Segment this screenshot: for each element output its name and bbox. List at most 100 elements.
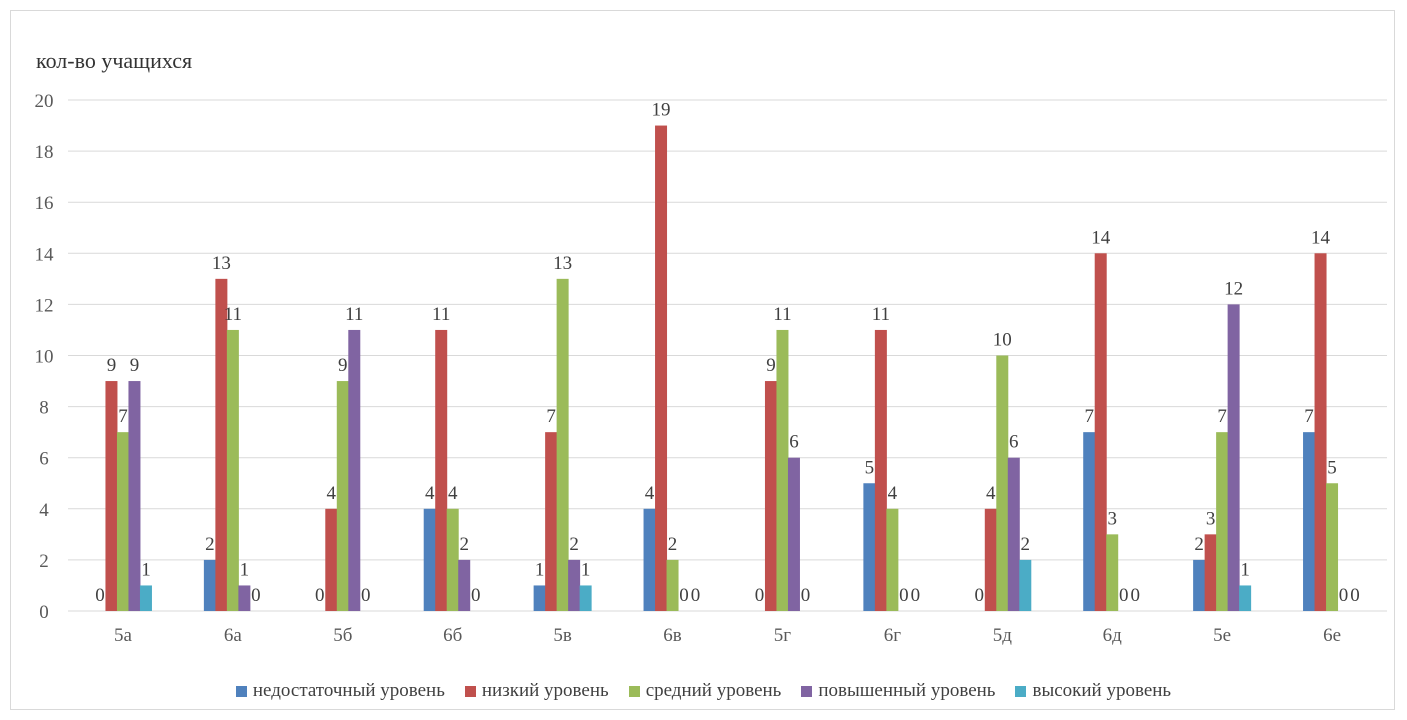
data-label: 2 [569, 534, 579, 555]
bar [139, 585, 152, 611]
legend-label: высокий уровень [1032, 680, 1172, 701]
data-label: 5 [1327, 457, 1337, 478]
bar [1019, 559, 1032, 611]
data-label: 0 [801, 585, 811, 606]
x-tick-label: 6г [884, 625, 902, 646]
x-tick-label: 6а [224, 625, 243, 646]
x-tick-label: 6б [443, 625, 462, 646]
bar [863, 483, 876, 611]
y-tick-label: 6 [39, 449, 49, 470]
bar [348, 329, 361, 611]
bar [435, 329, 448, 611]
bar [1216, 432, 1229, 611]
data-label: 2 [1194, 534, 1204, 555]
data-label: 4 [425, 483, 435, 504]
bar [1204, 534, 1217, 611]
x-tick-label: 5б [333, 625, 352, 646]
legend-item: средний уровень [628, 680, 782, 702]
y-tick-label: 12 [35, 295, 54, 316]
bar [655, 125, 668, 612]
bar [643, 508, 656, 611]
x-tick-label: 6в [663, 625, 682, 646]
y-tick-label: 20 [35, 91, 54, 112]
y-tick-label: 2 [39, 551, 49, 572]
bar [776, 329, 789, 611]
bar [1106, 534, 1119, 611]
bar [238, 585, 251, 611]
bar [1314, 253, 1327, 612]
data-label: 1 [141, 559, 151, 580]
bar [1094, 253, 1107, 612]
data-label: 11 [872, 304, 890, 325]
data-label: 12 [1224, 278, 1243, 299]
bar [556, 278, 569, 611]
data-label: 7 [546, 406, 556, 427]
bar [128, 381, 141, 611]
data-label: 0 [1350, 585, 1360, 606]
bar [215, 278, 228, 611]
data-label: 9 [766, 355, 776, 376]
bar [1007, 457, 1020, 611]
bar [1227, 304, 1240, 611]
data-label: 0 [975, 585, 985, 606]
data-label: 0 [691, 585, 701, 606]
data-label: 2 [205, 534, 215, 555]
y-tick-label: 0 [39, 602, 49, 623]
bar [203, 559, 216, 611]
bar [116, 432, 129, 611]
legend-swatch [628, 685, 640, 697]
legend-swatch [1015, 685, 1027, 697]
bar [874, 329, 887, 611]
legend-label: средний уровень [645, 680, 782, 701]
x-tick-label: 5г [774, 625, 792, 646]
data-label: 3 [1107, 508, 1117, 529]
data-label: 14 [1311, 227, 1331, 248]
legend-swatch [235, 685, 247, 697]
data-label: 7 [1304, 406, 1314, 427]
data-label: 6 [789, 432, 799, 453]
data-label: 0 [1130, 585, 1140, 606]
x-tick-label: 6е [1323, 625, 1341, 646]
data-label: 1 [240, 559, 250, 580]
y-tick-label: 14 [35, 244, 55, 265]
legend-item: повышенный уровень [801, 680, 995, 702]
legend: недостаточный уровень низкий уровень средн… [0, 680, 1407, 703]
data-label: 0 [899, 585, 909, 606]
bar [984, 508, 997, 611]
data-label: 4 [986, 483, 996, 504]
x-tick-label: 5е [1213, 625, 1231, 646]
legend-item: недостаточный уровень [235, 680, 445, 702]
bar [545, 432, 558, 611]
bar [1193, 559, 1206, 611]
x-tick-label: 5в [553, 625, 572, 646]
legend-item: низкий уровень [464, 680, 609, 702]
y-tick-label: 18 [35, 142, 54, 163]
data-label: 2 [1021, 534, 1031, 555]
data-label: 13 [212, 253, 231, 274]
x-tick-label: 5д [993, 625, 1013, 646]
data-label: 0 [1339, 585, 1349, 606]
y-axis-title: кол-во учащихся [36, 48, 193, 73]
data-label: 3 [1206, 508, 1216, 529]
data-label: 14 [1091, 227, 1111, 248]
chart-frame [10, 10, 1395, 710]
bar [787, 457, 800, 611]
y-tick-label: 10 [35, 347, 54, 368]
x-tick-label: 6д [1103, 625, 1123, 646]
bar [764, 381, 777, 611]
data-label: 4 [448, 483, 458, 504]
legend-label: недостаточный уровень [252, 680, 445, 701]
bar [1326, 483, 1339, 611]
data-label: 6 [1009, 432, 1019, 453]
data-label: 0 [1119, 585, 1129, 606]
data-label: 11 [345, 304, 363, 325]
data-label: 9 [130, 355, 140, 376]
y-tick-label: 16 [35, 193, 54, 214]
bar [105, 381, 118, 611]
data-label: 19 [652, 100, 671, 121]
bar [579, 585, 592, 611]
bar [423, 508, 436, 611]
data-label: 7 [118, 406, 128, 427]
x-tick-label: 5а [114, 625, 133, 646]
